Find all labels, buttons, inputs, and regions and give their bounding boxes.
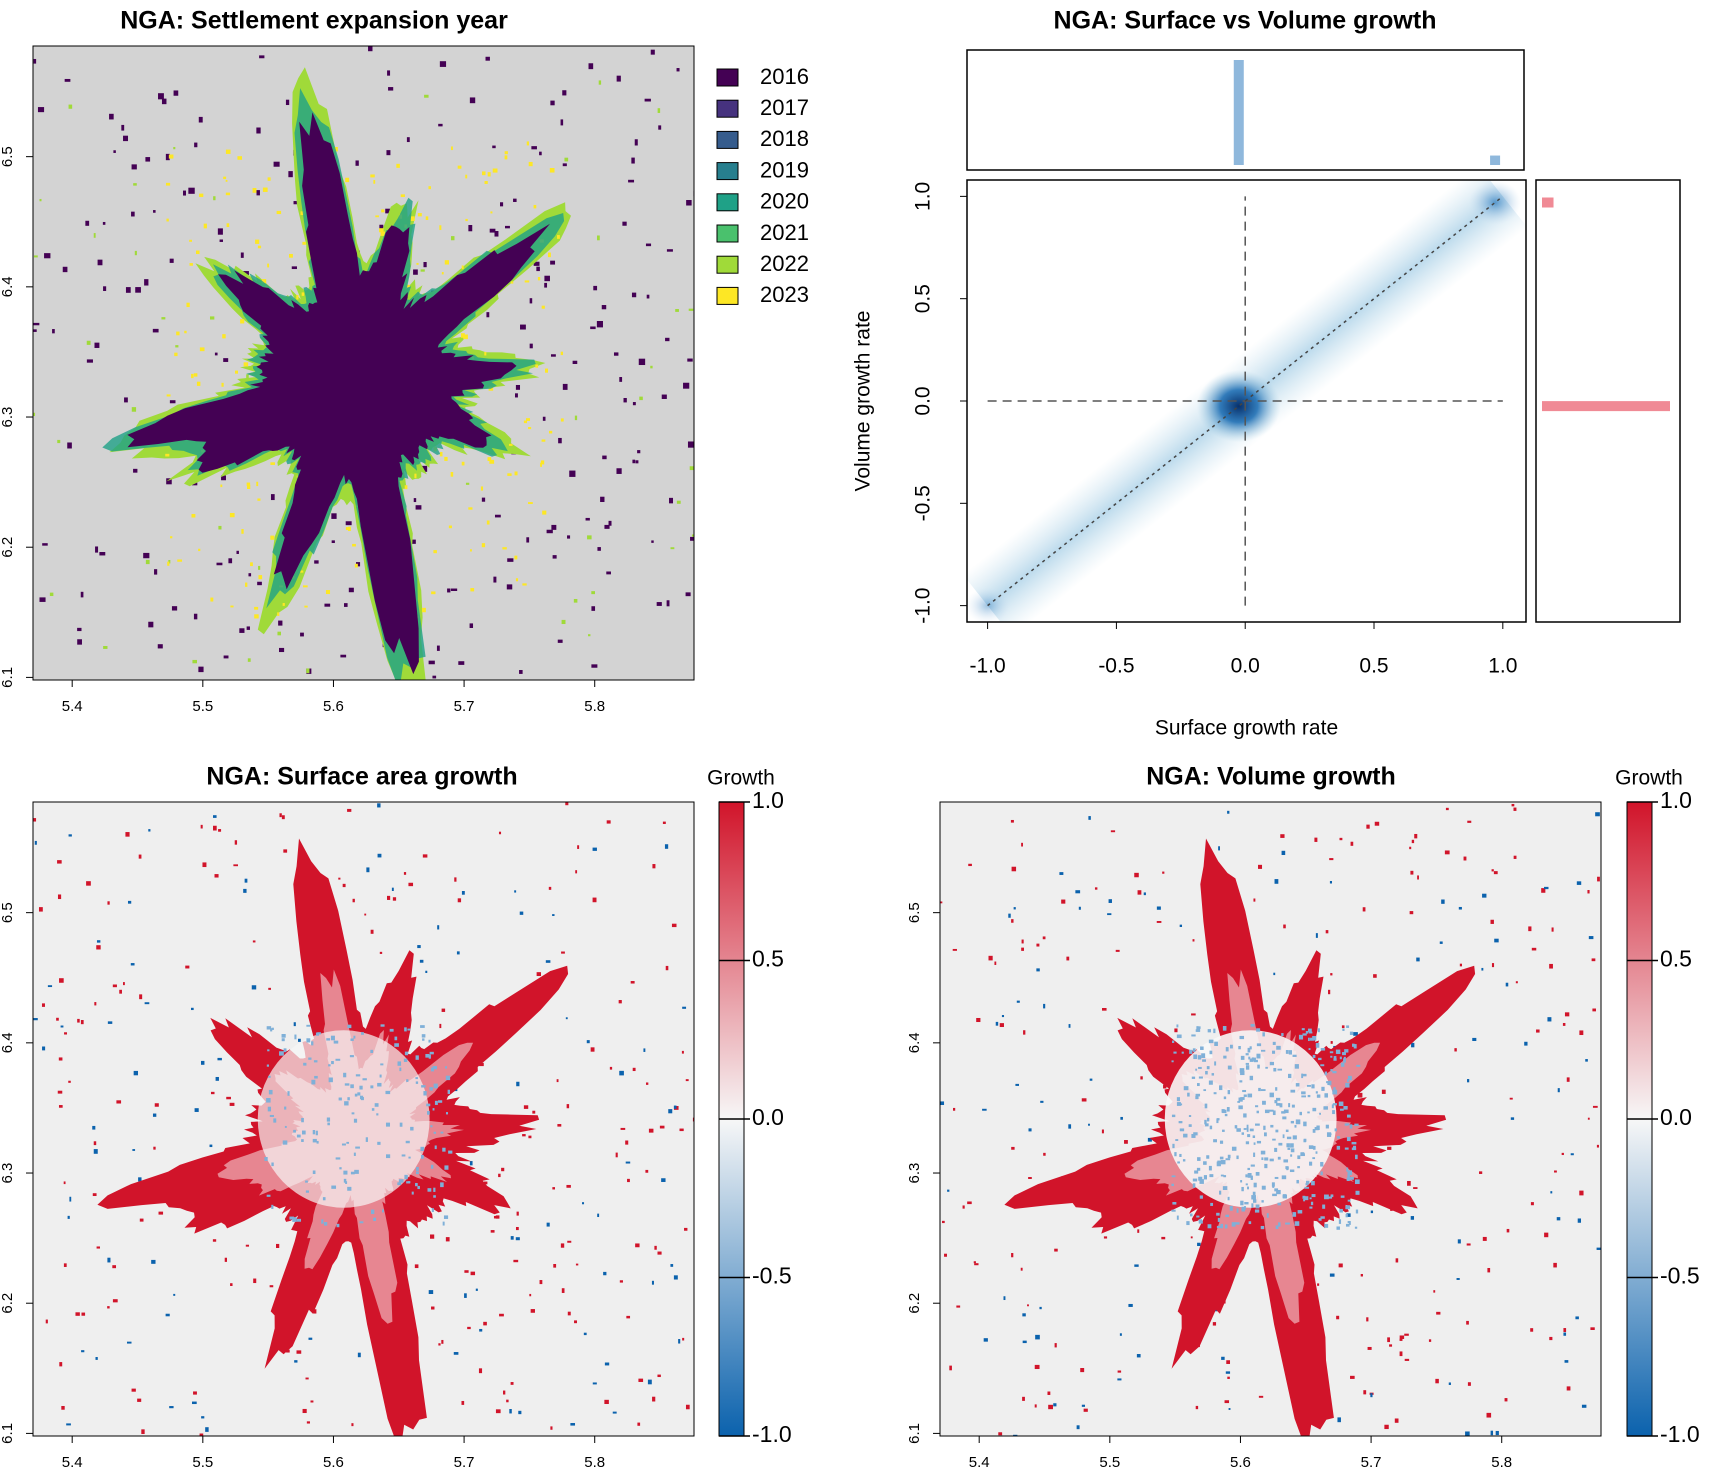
y-tick-label: 6.2 [0,1293,16,1314]
legend-swatch [716,68,739,87]
y-tick-label: 6.2 [0,537,16,558]
y-tick-label: 6.5 [0,902,16,923]
x-tick-label: 5.7 [454,698,475,715]
legend-label: 2018 [760,126,809,151]
legend-swatch [716,255,739,274]
legend-swatch [716,286,739,305]
x-axis-label: Surface growth rate [1155,717,1338,740]
y-tick-label: 6.3 [0,1163,16,1184]
density-blob [1196,370,1281,443]
x-tick-label: 5.7 [1361,1454,1382,1471]
x-tick-label: 5.7 [454,1454,475,1471]
y-tick-label: 0.0 [912,386,935,415]
legend-label: 2019 [760,157,809,182]
legend-label: 2023 [760,282,809,307]
legend-label: 2016 [760,64,809,89]
x-tick-label: -0.5 [1098,655,1134,678]
colorbar-tick-label: 0.5 [1660,946,1692,972]
settlement-core [127,112,551,675]
y-tick-label: 6.4 [0,276,16,297]
chart-title: NGA: Volume growth [1146,763,1396,791]
histogram-frame [966,49,1525,171]
x-tick-label: 5.5 [192,1454,213,1471]
y-tick-label: 6.3 [906,1163,923,1184]
colorbar-tick-label: 0.5 [752,946,784,972]
plot-frame [939,801,1602,1437]
y-tick-label: -1.0 [912,588,935,624]
histogram-bar [1490,155,1501,165]
x-tick-label: 5.5 [192,698,213,715]
x-tick-label: 5.6 [1230,1454,1251,1471]
x-tick-label: 5.4 [62,1454,83,1471]
legend-label: 2021 [760,220,809,245]
chart-title: NGA: Surface area growth [206,763,517,791]
colorbar-tick-label: -0.5 [1660,1263,1700,1289]
x-tick-label: 5.8 [584,698,605,715]
y-tick-label: 6.1 [0,667,16,688]
legend-label: 2017 [760,95,809,120]
legend-swatch [716,162,739,181]
histogram-bar [1542,401,1670,412]
histogram-frame [1535,179,1681,623]
colorbar-tick-label: -0.5 [752,1263,792,1289]
x-tick-label: 5.6 [323,1454,344,1471]
x-tick-label: -1.0 [970,655,1006,678]
y-axis-label: Volume growth rate [852,311,875,492]
map-raster [33,802,694,1436]
y-tick-label: 1.0 [912,182,935,211]
legend-label: 2020 [760,189,809,214]
plot-frame [32,45,695,681]
x-tick-label: 5.5 [1099,1454,1120,1471]
x-tick-label: 5.8 [584,1454,605,1471]
y-tick-label: 6.5 [0,146,16,167]
legend-label: 2022 [760,251,809,276]
colorbar-tick-label: 0.0 [1660,1104,1692,1130]
y-tick-label: 6.3 [0,407,16,428]
x-tick-label: 0.0 [1231,655,1260,678]
y-tick-label: 6.5 [906,902,923,923]
histogram-bar [1233,60,1244,165]
y-tick-label: 6.4 [0,1032,16,1053]
x-tick-label: 0.5 [1359,655,1388,678]
legend-swatch [716,193,739,212]
y-tick-label: 6.2 [906,1293,923,1314]
y-tick-label: 6.1 [0,1423,16,1444]
colorbar-tick-label: -1.0 [1660,1421,1700,1447]
colorbar-tick-label: -1.0 [752,1421,792,1447]
y-tick-label: 6.1 [906,1423,923,1444]
x-tick-label: 5.4 [969,1454,990,1471]
legend-swatch [716,224,739,243]
y-tick-label: 0.5 [912,284,935,313]
identity-line [987,195,1504,607]
growth-low [257,1030,430,1208]
x-tick-label: 5.6 [323,698,344,715]
chart-title: NGA: Settlement expansion year [120,7,508,35]
colorbar-tick-label: 0.0 [752,1104,784,1130]
histogram-bar [1542,197,1554,208]
colorbar-title: Growth [707,767,775,790]
x-tick-label: 1.0 [1488,655,1517,678]
colorbar-tick-label: 1.0 [752,787,784,813]
legend-swatch [716,130,739,149]
legend-swatch [716,99,739,118]
x-tick-label: 5.4 [62,698,83,715]
y-tick-label: -0.5 [912,485,935,521]
y-tick-label: 6.4 [906,1032,923,1053]
map-raster [940,802,1601,1436]
map-raster [33,46,694,680]
colorbar-tick-label: 1.0 [1660,787,1692,813]
x-tick-label: 5.8 [1491,1454,1512,1471]
growth-low [1164,1030,1337,1208]
colorbar-title: Growth [1615,767,1683,790]
plot-frame [32,801,695,1437]
chart-title: NGA: Surface vs Volume growth [1054,7,1437,35]
